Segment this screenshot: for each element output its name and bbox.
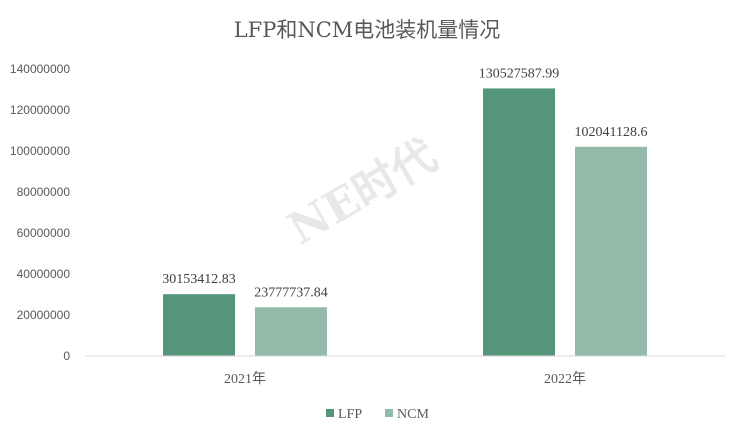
data-label: 30153412.83 bbox=[162, 272, 236, 287]
y-tick-label: 40000000 bbox=[17, 267, 71, 281]
legend-label-ncm: NCM bbox=[397, 407, 429, 422]
y-tick-label: 80000000 bbox=[17, 185, 71, 199]
x-tick-label: 2021年 bbox=[224, 371, 266, 387]
y-axis: 0 20000000 40000000 60000000 80000000 1000000… bbox=[10, 62, 70, 363]
legend-label-lfp: LFP bbox=[338, 407, 362, 422]
legend: LFP NCM bbox=[326, 407, 429, 422]
data-label: 102041128.6 bbox=[575, 125, 648, 140]
y-tick-label: 60000000 bbox=[17, 226, 71, 240]
legend-swatch-lfp bbox=[326, 409, 334, 417]
bar-lfp-2 bbox=[483, 88, 555, 356]
plot-area: 30153412.83 23777737.84 130527587.99 102041… bbox=[162, 66, 647, 356]
x-tick-label: 2022年 bbox=[544, 371, 586, 387]
chart-title: LFP和NCM电池装机量情况 bbox=[234, 18, 501, 42]
watermark: NE时代 bbox=[280, 130, 446, 255]
bar-ncm-1 bbox=[255, 307, 327, 356]
data-label: 23777737.84 bbox=[254, 285, 328, 300]
y-tick-label: 100000000 bbox=[10, 144, 70, 158]
y-tick-label: 120000000 bbox=[10, 103, 70, 117]
data-label: 130527587.99 bbox=[479, 66, 560, 81]
y-tick-label: 0 bbox=[63, 349, 70, 363]
y-tick-label: 20000000 bbox=[17, 308, 71, 322]
bar-ncm-2 bbox=[575, 146, 647, 356]
x-axis: 2021年 2022年 bbox=[224, 371, 586, 387]
y-tick-label: 140000000 bbox=[10, 62, 70, 76]
bar-lfp-1 bbox=[163, 294, 235, 356]
legend-swatch-ncm bbox=[385, 409, 393, 417]
